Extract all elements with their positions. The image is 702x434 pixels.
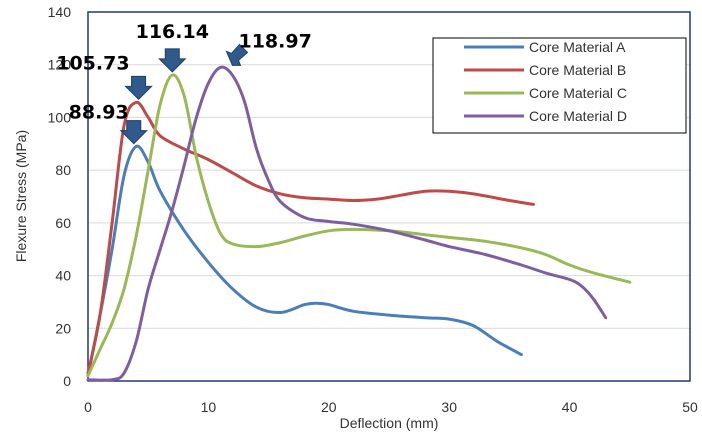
y-tick-label-40: 40 [55,268,71,284]
y-tick-label-60: 60 [55,215,71,231]
legend: Core Material A Core Material B Core Mater… [432,37,687,134]
peak-arrow-icon [124,75,153,101]
y-tick-label-20: 20 [55,320,71,336]
peak-value-label: 105.73 [56,52,129,74]
series-line-b [86,100,535,375]
series-line-c [86,73,632,378]
peak-value-label: 88.93 [69,102,129,124]
peak-arrow-icon [225,43,249,66]
series-line-a [86,144,523,378]
peak-value-label: 118.97 [238,30,311,52]
plot-area-border [87,11,691,382]
y-tick-label-0: 0 [63,373,71,389]
y-tick-label-100: 100 [48,109,72,125]
peak-arrow-icon [119,120,148,145]
legend-label-d: Core Material D [529,108,627,124]
peak-arrow-icon [158,48,187,73]
y-axis-title: Flexure Stress (MPa) [13,130,29,262]
legend-label-c: Core Material C [529,85,627,101]
peak-marker-c: 116.14 [136,21,209,73]
x-tick-label-30: 30 [441,399,457,415]
x-axis-title: Deflection (mm) [340,415,439,431]
peak-annotations: 88.93 105.73 116.14 118.97 [56,21,312,145]
y-tick-label-120: 120 [48,57,72,73]
peak-marker-b: 105.73 [56,52,153,101]
legend-label-a: Core Material A [529,39,626,55]
axis-ticks: 0 20 40 60 80 100 120 140 0 10 20 30 40 50 [48,4,698,415]
x-tick-label-10: 10 [201,399,217,415]
series-line-d [86,65,608,382]
y-tick-label-140: 140 [48,4,72,20]
y-tick-label-80: 80 [55,162,71,178]
x-tick-label-20: 20 [321,399,337,415]
x-tick-label-50: 50 [682,399,698,415]
peak-marker-d: 118.97 [225,30,312,66]
x-tick-label-40: 40 [562,399,578,415]
x-tick-label-0: 0 [84,399,92,415]
peak-marker-a: 88.93 [69,102,148,145]
peak-value-label: 116.14 [136,21,209,43]
legend-label-b: Core Material B [529,62,626,78]
series-lines [86,65,632,382]
